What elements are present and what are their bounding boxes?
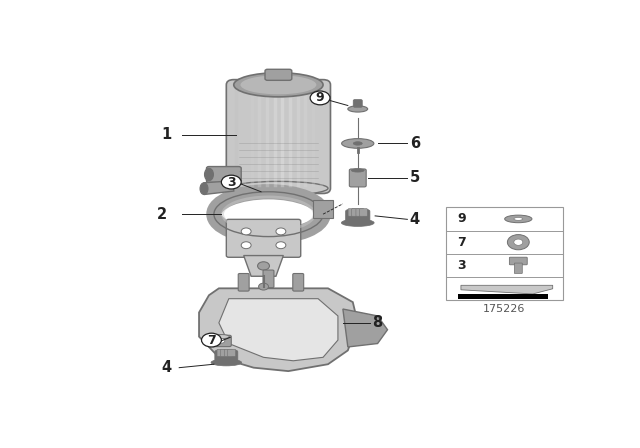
Circle shape	[241, 242, 251, 249]
Ellipse shape	[205, 168, 213, 181]
FancyBboxPatch shape	[263, 270, 274, 288]
FancyBboxPatch shape	[207, 167, 241, 182]
FancyBboxPatch shape	[360, 209, 367, 216]
FancyBboxPatch shape	[227, 80, 330, 194]
FancyBboxPatch shape	[265, 69, 292, 80]
Text: 4: 4	[410, 212, 420, 227]
Polygon shape	[199, 289, 358, 371]
Circle shape	[276, 228, 286, 235]
Ellipse shape	[241, 75, 316, 94]
FancyBboxPatch shape	[351, 209, 360, 216]
Ellipse shape	[200, 183, 208, 194]
Polygon shape	[244, 255, 284, 276]
Ellipse shape	[348, 106, 368, 112]
Ellipse shape	[341, 219, 374, 226]
Ellipse shape	[211, 359, 241, 366]
Circle shape	[218, 338, 225, 343]
Ellipse shape	[213, 335, 229, 339]
Ellipse shape	[342, 138, 374, 148]
Circle shape	[257, 262, 269, 270]
FancyBboxPatch shape	[509, 257, 527, 265]
Ellipse shape	[351, 168, 364, 172]
Text: 9: 9	[457, 212, 465, 225]
Ellipse shape	[505, 215, 532, 223]
FancyBboxPatch shape	[346, 210, 370, 224]
FancyBboxPatch shape	[349, 169, 366, 187]
Circle shape	[259, 283, 269, 290]
FancyBboxPatch shape	[238, 273, 249, 291]
Circle shape	[514, 239, 523, 246]
Text: 4: 4	[162, 360, 172, 375]
FancyBboxPatch shape	[446, 207, 563, 301]
Ellipse shape	[234, 73, 323, 97]
Text: 9: 9	[316, 91, 324, 104]
FancyBboxPatch shape	[217, 349, 225, 357]
Polygon shape	[461, 285, 553, 294]
FancyBboxPatch shape	[225, 349, 232, 357]
Circle shape	[221, 175, 241, 189]
Circle shape	[508, 235, 529, 250]
Text: 175226: 175226	[483, 304, 525, 314]
Polygon shape	[343, 309, 388, 347]
FancyBboxPatch shape	[211, 335, 231, 347]
FancyBboxPatch shape	[515, 263, 522, 273]
Text: 3: 3	[457, 259, 465, 272]
Text: 2: 2	[157, 207, 167, 222]
Polygon shape	[219, 299, 338, 361]
Text: 7: 7	[207, 334, 216, 347]
Ellipse shape	[229, 181, 328, 195]
FancyBboxPatch shape	[215, 350, 238, 364]
Circle shape	[202, 333, 221, 347]
FancyBboxPatch shape	[353, 99, 362, 107]
Circle shape	[310, 91, 330, 105]
Text: 5: 5	[410, 170, 420, 185]
Text: 1: 1	[162, 127, 172, 142]
FancyBboxPatch shape	[220, 349, 228, 357]
FancyBboxPatch shape	[348, 209, 356, 216]
FancyBboxPatch shape	[356, 209, 364, 216]
Text: 6: 6	[410, 136, 420, 151]
FancyBboxPatch shape	[227, 220, 301, 257]
Ellipse shape	[514, 218, 523, 220]
Text: 3: 3	[227, 176, 236, 189]
Ellipse shape	[353, 142, 362, 145]
Polygon shape	[313, 200, 333, 218]
FancyBboxPatch shape	[228, 349, 236, 357]
FancyBboxPatch shape	[292, 273, 304, 291]
FancyBboxPatch shape	[458, 294, 548, 299]
Circle shape	[276, 242, 286, 249]
Circle shape	[241, 228, 251, 235]
Polygon shape	[204, 181, 234, 194]
Text: 7: 7	[457, 236, 465, 249]
Text: 8: 8	[372, 315, 383, 330]
